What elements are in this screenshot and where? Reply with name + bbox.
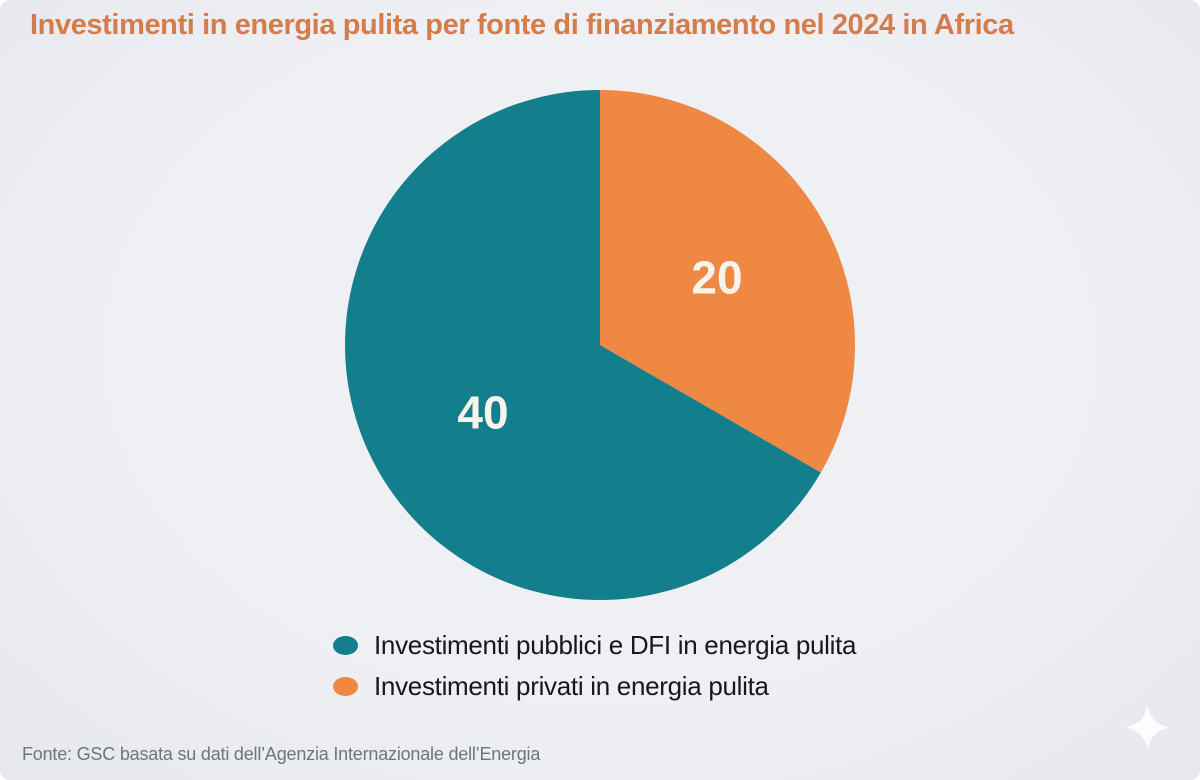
legend-label: Investimenti pubblici e DFI in energia p… bbox=[374, 629, 857, 660]
pie-chart-svg: 40 20 bbox=[345, 90, 856, 600]
legend-dot-icon bbox=[333, 635, 358, 655]
pie-data-label-2: 20 bbox=[691, 251, 742, 303]
legend-label: Investimenti privati in energia pulita bbox=[374, 670, 769, 701]
pie-slice-1 bbox=[345, 90, 821, 600]
legend: Investimenti pubblici e DFI in energia p… bbox=[333, 629, 857, 702]
legend-dot-icon bbox=[333, 676, 358, 696]
pie-chart: 40 20 bbox=[344, 89, 856, 601]
chart-title: Investimenti in energia pulita per fonte… bbox=[30, 9, 1014, 41]
pie-slice-2 bbox=[600, 90, 856, 473]
legend-item-2: Investimenti privati in energia pulita bbox=[333, 670, 856, 702]
legend-item-1: Investimenti pubblici e DFI in energia p… bbox=[333, 629, 857, 661]
pie-data-label-1: 40 bbox=[457, 387, 508, 439]
sparkle-icon bbox=[1124, 704, 1171, 751]
source-note: Fonte: GSC basata su dati dell’Agenzia I… bbox=[22, 744, 541, 764]
